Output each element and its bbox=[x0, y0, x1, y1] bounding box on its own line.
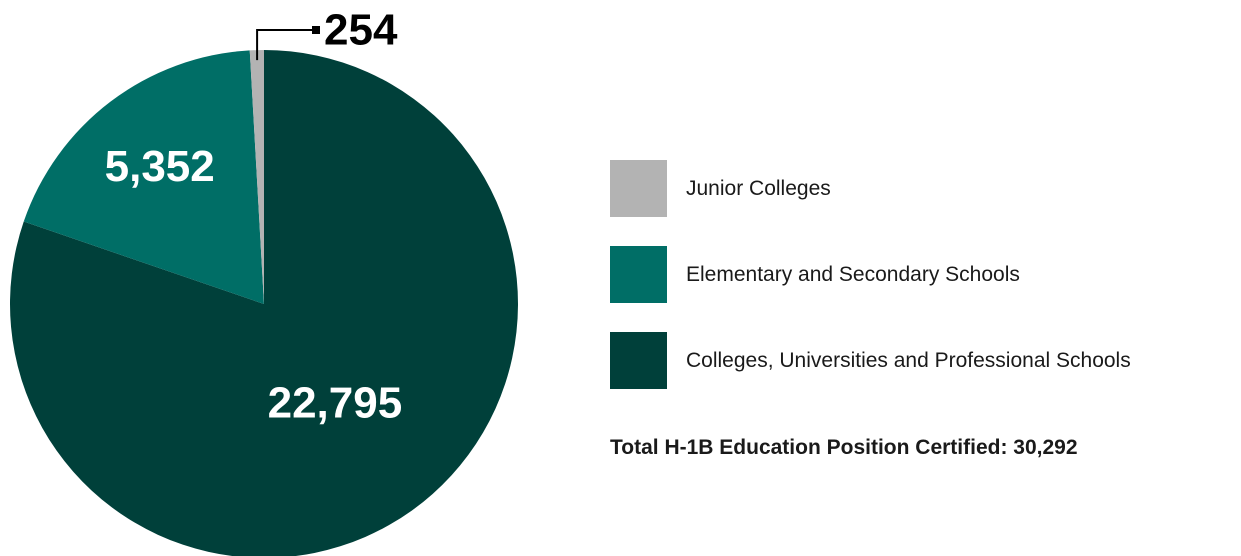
pie-value-label-0: 22,795 bbox=[268, 379, 403, 428]
legend: Junior Colleges Elementary and Secondary… bbox=[610, 160, 1131, 418]
pie-value-label-1: 5,352 bbox=[105, 142, 215, 191]
legend-item-elementary-secondary: Elementary and Secondary Schools bbox=[610, 246, 1131, 303]
legend-label-junior-colleges: Junior Colleges bbox=[686, 176, 831, 200]
legend-swatch-junior-colleges bbox=[610, 160, 667, 217]
total-certified-text: Total H-1B Education Position Certified:… bbox=[610, 436, 1078, 459]
legend-item-junior-colleges: Junior Colleges bbox=[610, 160, 1131, 217]
pie-slice-0 bbox=[10, 50, 518, 556]
legend-label-elementary-secondary: Elementary and Secondary Schools bbox=[686, 262, 1020, 286]
callout-leader-line bbox=[256, 29, 312, 61]
pie-slice-1 bbox=[23, 50, 264, 305]
pie-slice-2 bbox=[249, 50, 264, 304]
pie-chart: 22,795 5,352 254 bbox=[10, 6, 518, 556]
legend-swatch-elementary-secondary bbox=[610, 246, 667, 303]
legend-item-colleges-universities: Colleges, Universities and Professional … bbox=[610, 332, 1131, 389]
legend-label-colleges-universities: Colleges, Universities and Professional … bbox=[686, 348, 1131, 372]
callout-marker bbox=[312, 26, 320, 34]
legend-swatch-colleges-universities bbox=[610, 332, 667, 389]
pie-value-label-2: 254 bbox=[324, 6, 398, 55]
